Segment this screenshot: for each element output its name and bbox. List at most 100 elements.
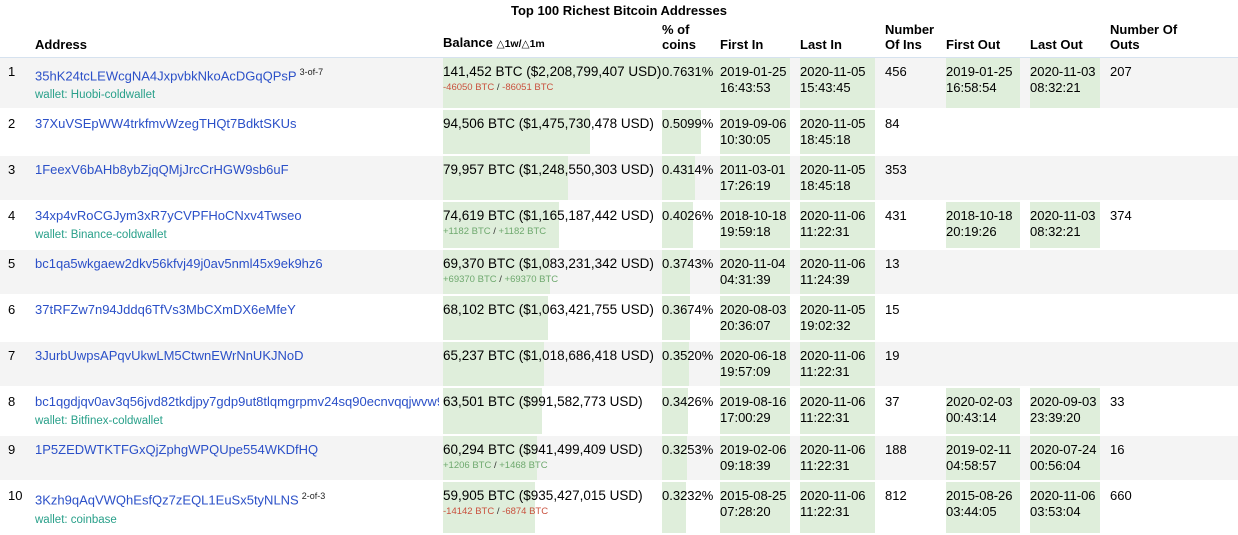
address-cell: 3Kzh9qAqVWQhEsfQz7zEQL1EuSx5tyNLNS 2-of-3… xyxy=(35,482,443,535)
first-out-cell: 2018-10-18 20:19:26 xyxy=(946,202,1030,251)
table-row: 2 37XuVSEpWW4trkfmvWzegTHQt7BdktSKUs 94,… xyxy=(0,110,1238,157)
rank-cell: 1 xyxy=(0,58,35,111)
change-separator: / xyxy=(494,82,503,93)
pct-bar xyxy=(662,388,689,435)
address-cell: 34xp4vRoCGJym3xR7yCVPFHoCNxv4Twseo walle… xyxy=(35,202,443,251)
last-in-time: 18:45:18 xyxy=(800,178,851,194)
last-in-cell: 2020-11-06 11:22:31 xyxy=(800,482,885,535)
first-in-date: 2018-10-18 xyxy=(720,208,787,224)
last-in-bar xyxy=(800,202,875,249)
first-in-time: 17:26:19 xyxy=(720,178,771,194)
page-title: Top 100 Richest Bitcoin Addresses xyxy=(510,3,727,18)
number-of-ins-cell: 13 xyxy=(885,250,946,297)
number-of-outs-cell: 207 xyxy=(1110,58,1238,111)
last-in-date: 2020-11-06 xyxy=(800,208,866,224)
address-link[interactable]: 1P5ZEDWTKTFGxQjZphgWPQUpe554WKDfHQ xyxy=(35,442,319,458)
first-in-time: 04:31:39 xyxy=(720,272,771,288)
last-out-time: 08:32:21 xyxy=(1030,80,1081,95)
last-in-time: 11:24:39 xyxy=(800,272,850,288)
balance-change: -14142 BTC / -6874 BTC xyxy=(443,506,658,517)
first-in-date: 2020-06-18 xyxy=(720,348,787,364)
first-in-bar xyxy=(720,342,791,387)
address-column-header: Address xyxy=(35,20,443,58)
first-out-cell xyxy=(946,296,1030,343)
pct-value: 0.3743% xyxy=(662,256,714,272)
first-out-bar xyxy=(946,388,1020,435)
address-link[interactable]: 35hK24tcLEWcgNA4JxpvbkNkoAcDGqQPsP xyxy=(35,68,297,84)
balance-cell: 94,506 BTC ($1,475,730,478 USD) / xyxy=(443,110,662,157)
pct-bar xyxy=(662,342,689,387)
last-out-bar xyxy=(1030,202,1101,249)
balance-value: 74,619 BTC ($1,165,187,442 USD) xyxy=(443,208,654,224)
pct-coins-cell: 0.3674% xyxy=(662,296,720,343)
balance-value: 141,452 BTC ($2,208,799,407 USD) xyxy=(443,64,662,79)
last-out-column-header: Last Out xyxy=(1030,20,1110,58)
first-out-date: 2015-08-26 xyxy=(946,488,1013,504)
change-1w: +1206 BTC xyxy=(443,460,492,472)
rank-cell: 5 xyxy=(0,250,35,297)
pct-value: 0.3426% xyxy=(662,394,714,410)
balance-delta-label: △1w/△1m xyxy=(496,38,545,50)
rank-cell: 10 xyxy=(0,482,35,535)
last-out-bar xyxy=(1030,58,1101,109)
rank-number: 5 xyxy=(8,256,16,272)
table-row: 1 35hK24tcLEWcgNA4JxpvbkNkoAcDGqQPsP 3-of… xyxy=(0,58,1238,111)
address-link[interactable]: 1FeexV6bAHb8ybZjqQMjJrcCrHGW9sb6uF xyxy=(35,162,289,178)
wallet-link[interactable]: wallet: Huobi-coldwallet xyxy=(35,89,156,102)
rank-cell: 7 xyxy=(0,342,35,389)
first-out-bar xyxy=(946,202,1020,249)
balance-cell: 74,619 BTC ($1,165,187,442 USD) +1182 BT… xyxy=(443,202,662,251)
pct-coins-column-header: % of coins xyxy=(662,20,720,58)
wallet-link[interactable]: wallet: coinbase xyxy=(35,513,117,526)
first-out-column-header: First Out xyxy=(946,20,1030,58)
address-link[interactable]: 37XuVSEpWW4trkfmvWzegTHQt7BdktSKUs xyxy=(35,116,297,132)
first-out-time: 20:19:26 xyxy=(946,224,997,240)
last-out-time: 00:56:04 xyxy=(1030,458,1081,474)
first-in-bar xyxy=(720,202,791,249)
ins-count: 15 xyxy=(885,302,900,318)
ins-count: 188 xyxy=(885,442,907,458)
balance-cell: 65,237 BTC ($1,018,686,418 USD) / xyxy=(443,342,662,389)
first-out-cell: 2020-02-03 00:43:14 xyxy=(946,388,1030,437)
address-link[interactable]: 34xp4vRoCGJym3xR7yCVPFHoCNxv4Twseo xyxy=(35,208,302,224)
last-in-bar xyxy=(800,296,875,341)
pct-value: 0.3520% xyxy=(662,348,714,364)
first-in-bar xyxy=(720,250,791,295)
address-link[interactable]: bc1qgdjqv0av3q56jvd82tkdjpy7gdp9ut8tlqmg… xyxy=(35,394,439,410)
number-of-outs-cell xyxy=(1110,250,1238,297)
address-link[interactable]: 3JurbUwpsAPqvUkwLM5CtwnEWrNnUKJNoD xyxy=(35,348,304,364)
balance-value: 68,102 BTC ($1,063,421,755 USD) xyxy=(443,302,654,318)
first-in-bar xyxy=(720,436,791,481)
pct-bar xyxy=(662,436,687,481)
wallet-link[interactable]: wallet: Binance-coldwallet xyxy=(35,229,167,242)
address-link[interactable]: 37tRFZw7n94Jddq6TfVs3MbCXmDX6eMfeY xyxy=(35,302,296,318)
number-of-outs-cell xyxy=(1110,156,1238,203)
balance-cell: 60,294 BTC ($941,499,409 USD) +1206 BTC … xyxy=(443,436,662,483)
balance-change: +69370 BTC / +69370 BTC xyxy=(443,274,658,285)
address-link[interactable]: bc1qa5wkgaew2dkv56kfvj49j0av5nml45x9ek9h… xyxy=(35,256,323,272)
balance-change: -46050 BTC / -86051 BTC xyxy=(443,82,658,93)
first-in-time: 20:36:07 xyxy=(720,318,771,334)
change-1m: -86051 BTC xyxy=(502,82,554,93)
address-link[interactable]: 3Kzh9qAqVWQhEsfQz7zEQL1EuSx5tyNLNS xyxy=(35,492,299,508)
rank-cell: 8 xyxy=(0,388,35,437)
balance-bar xyxy=(443,436,538,481)
outs-count: 16 xyxy=(1110,442,1125,458)
wallet-link[interactable]: wallet: Bitfinex-coldwallet xyxy=(35,415,163,428)
first-out-time: 16:58:54 xyxy=(946,80,997,95)
first-out-cell: 2019-02-11 04:58:57 xyxy=(946,436,1030,483)
last-out-bar xyxy=(1030,436,1101,481)
last-out-cell xyxy=(1030,296,1110,343)
number-of-ins-cell: 812 xyxy=(885,482,946,535)
number-of-ins-cell: 84 xyxy=(885,110,946,157)
balance-value: 79,957 BTC ($1,248,550,303 USD) xyxy=(443,162,654,178)
last-in-date: 2020-11-06 xyxy=(800,256,866,272)
rank-number: 2 xyxy=(8,116,16,132)
last-in-date: 2020-11-06 xyxy=(800,394,866,410)
balance-bar xyxy=(443,110,590,155)
first-in-cell: 2020-06-18 19:57:09 xyxy=(720,342,800,389)
change-1m: -6874 BTC xyxy=(502,506,549,518)
rank-cell: 6 xyxy=(0,296,35,343)
last-out-cell: 2020-11-03 08:32:21 xyxy=(1030,58,1110,111)
number-of-ins-column-header: Number Of Ins xyxy=(885,20,946,58)
